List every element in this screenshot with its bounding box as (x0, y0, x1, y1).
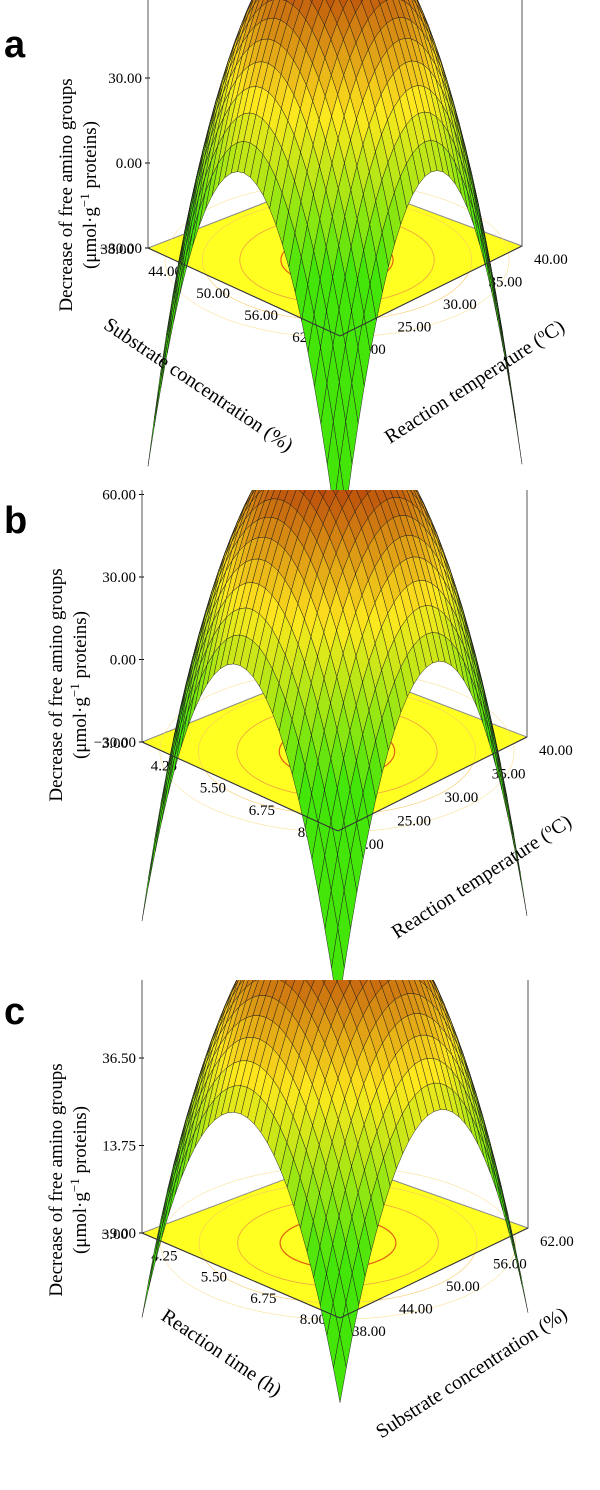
box-edge-front-left (147, 247, 341, 337)
panel-b: 3.004.255.506.758.0020.0025.0030.0035.00… (0, 490, 600, 980)
surface-cell (348, 980, 352, 984)
x-tick-label: 3.00 (102, 1227, 128, 1243)
z-axis-label-b: Decrease of free amino groups (μmol·g−1 … (46, 568, 91, 801)
plot-a: 38.0044.0050.0056.0062.0020.0025.0030.00… (100, 0, 568, 490)
z-axis-label-line1: Decrease of free amino groups (46, 1063, 67, 1296)
panel-letter-c: c (4, 991, 25, 1033)
z-tick-label: −30.00 (94, 735, 136, 751)
surface-cell (321, 980, 326, 984)
response-surface (141, 490, 528, 980)
y-tick-label: 40.00 (539, 743, 573, 759)
y-tick-label: 30.00 (443, 297, 477, 313)
chart-a-svg: 38.0044.0050.0056.0062.0020.0025.0030.00… (4, 0, 569, 490)
z-axis-label-line1: Decrease of free amino groups (46, 568, 67, 801)
surface-cell (332, 490, 339, 496)
z-axis-label-c: Decrease of free amino groups (μmol·g−1 … (46, 1063, 91, 1296)
z-tick-label: 60.00 (102, 490, 136, 504)
response-surface (141, 980, 529, 1403)
box-edge-front-right (339, 1227, 529, 1319)
x-axis-label-a: Substrate concentration (%) (100, 313, 297, 456)
response-surface (147, 0, 523, 490)
x-tick-label: 6.75 (249, 803, 275, 819)
x-tick-label: 56.00 (244, 308, 278, 324)
z-tick-label: 30.00 (102, 570, 136, 586)
panel-letter-a: a (4, 24, 26, 66)
z-tick-label: 60.00 (108, 0, 142, 2)
y-tick-label: 35.00 (489, 275, 523, 291)
z-tick-label: −30.00 (100, 241, 142, 257)
x-tick-label: 38.00 (100, 242, 134, 258)
chart-c-svg: 3.004.255.506.758.0038.0044.0050.0056.00… (4, 980, 574, 1443)
z-tick-label: 30.00 (108, 71, 142, 87)
y-tick-label: 25.00 (398, 320, 432, 336)
z-axis-label-line2: (μmol·g−1 proteins) (67, 611, 91, 759)
z-axis-label-line2: (μmol·g−1 proteins) (67, 1106, 91, 1254)
chart-b-svg: 3.004.255.506.758.0020.0025.0030.0035.00… (4, 490, 576, 980)
surface-cell (335, 463, 344, 490)
surface-cell (333, 1334, 347, 1403)
surface-cell (331, 927, 345, 980)
plot-c: 3.004.255.506.758.0038.0044.0050.0056.00… (101, 980, 574, 1403)
x-tick-label: 5.50 (200, 781, 226, 797)
y-tick-label: 56.00 (493, 1257, 527, 1273)
y-tick-label: 25.00 (397, 814, 431, 830)
z-axis-label-line2: (μmol·g−1 proteins) (77, 121, 101, 269)
y-axis-label-c: Substrate concentration (%) (372, 1303, 571, 1443)
z-axis-label-line1: Decrease of free amino groups (56, 78, 77, 311)
z-tick-label: 0.00 (116, 156, 142, 172)
z-tick-label: 36.50 (102, 1051, 136, 1067)
box-edge-front-right (339, 245, 523, 337)
x-tick-label: 6.75 (250, 1291, 276, 1307)
z-tick-label: 0.00 (110, 653, 136, 669)
plot-b: 3.004.255.506.758.0020.0025.0030.0035.00… (94, 490, 573, 980)
y-tick-label: 50.00 (446, 1279, 480, 1295)
x-tick-label: 50.00 (196, 286, 230, 302)
x-tick-label: 44.00 (148, 264, 182, 280)
y-tick-label: 44.00 (399, 1302, 433, 1318)
x-tick-label: 5.50 (201, 1270, 227, 1286)
x-tick-label: 3.00 (102, 736, 128, 752)
x-axis-label-c: Reaction time (h) (157, 1305, 285, 1401)
panel-letter-b: b (4, 500, 27, 542)
y-tick-label: 40.00 (534, 252, 568, 268)
z-tick-label: 13.75 (102, 1139, 136, 1155)
box-edge-front-left (141, 1232, 341, 1319)
panel-c: 3.00 4.25 5.50 6.75 8.00 38.00 44.00 50.00 56.00… (0, 980, 600, 1470)
panel-a: 38.0044.0050.0056.0062.0020.0025.0030.00… (0, 0, 600, 490)
box-edge-front-left (141, 741, 339, 832)
x-tick-label: 8.00 (300, 1312, 326, 1328)
z-tick-label: −9.00 (101, 1226, 136, 1242)
y-tick-label: 62.00 (540, 1234, 574, 1250)
y-tick-label: 38.00 (352, 1324, 386, 1340)
z-axis-label-a: Decrease of free amino groups (μmol·g−1 … (56, 78, 101, 311)
y-tick-label: 30.00 (445, 790, 479, 806)
box-edge-front-right (337, 736, 528, 832)
